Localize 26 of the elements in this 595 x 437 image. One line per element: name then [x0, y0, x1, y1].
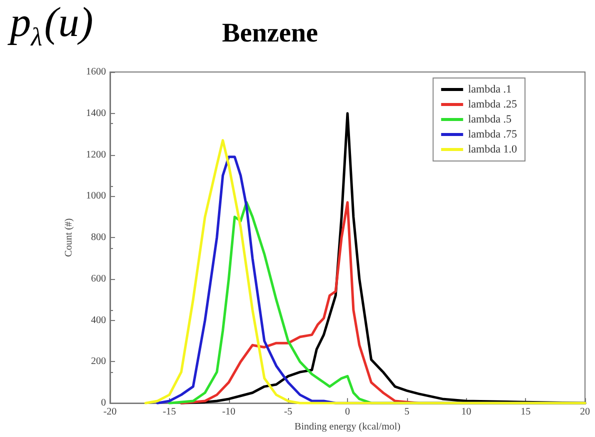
y-axis-title: Count (#) [64, 218, 74, 257]
legend-label: lambda .5 [468, 114, 512, 126]
x-tick-label: 10 [461, 406, 472, 418]
y-tick-label: 0 [101, 398, 106, 409]
chart-title: Benzene [222, 18, 318, 48]
y-tick-label: 1400 [86, 108, 106, 119]
legend-label: lambda 1.0 [468, 144, 518, 156]
x-tick-label: -5 [284, 406, 292, 418]
legend-label: lambda .25 [468, 98, 518, 110]
y-tick-label: 1200 [86, 149, 106, 160]
legend-label: lambda .1 [468, 84, 512, 96]
x-axis-title: Binding energy (kcal/mol) [294, 422, 400, 432]
x-tick-label: -15 [162, 406, 176, 418]
y-tick-label: 1600 [86, 66, 106, 78]
x-tick-label: -10 [222, 406, 236, 418]
y-tick-label: 200 [91, 356, 106, 368]
x-tick-label: 0 [345, 406, 350, 418]
x-tick-label: 20 [580, 406, 590, 418]
x-tick-label: 15 [520, 406, 531, 418]
y-tick-label: 1000 [86, 190, 106, 202]
legend-label: lambda .75 [468, 128, 518, 140]
x-tick-label: -20 [103, 406, 117, 418]
y-tick-label: 800 [91, 232, 106, 244]
y-tick-label: 600 [91, 273, 106, 284]
y-tick-label: 400 [91, 314, 106, 326]
x-tick-label: 5 [404, 406, 410, 418]
